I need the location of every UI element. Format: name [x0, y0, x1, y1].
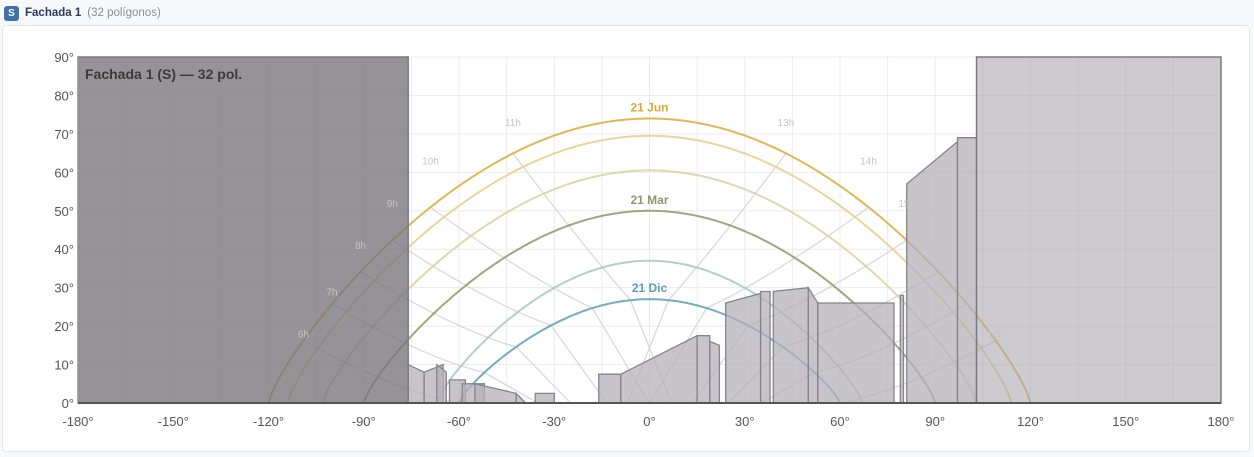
obstruction-polygon [817, 302, 895, 404]
y-tick-label: 10° [54, 358, 74, 373]
facade-title: Fachada 1 [25, 7, 82, 19]
chart-title: Fachada 1 (S) — 32 pol. [85, 66, 242, 82]
sun-path-chart: 21 Jun 21 Mar 21 Dic 6h 7h 8h 9h 10h 11h 13h 14h 1… [54, 50, 1234, 429]
x-tick-label: -150° [158, 414, 189, 429]
obstruction-polygon [709, 340, 721, 404]
y-tick-label: 30° [54, 281, 74, 296]
facade-blocked-regions [77, 56, 1222, 404]
obstruction-polygon [696, 335, 711, 404]
obstruction-polygon [725, 292, 762, 404]
obstruction-polygon [906, 140, 959, 404]
x-tick-label: -60° [447, 414, 471, 429]
facade-header: S Fachada 1 (32 polígonos) [4, 4, 161, 22]
x-tick-label: 150° [1112, 414, 1139, 429]
hour-label: 16h [930, 241, 947, 252]
hour-label: 10h [422, 157, 439, 168]
x-tick-label: -90° [352, 414, 376, 429]
hour-label: 13h [778, 118, 795, 129]
y-tick-label: 0° [62, 396, 74, 411]
hour-label: 11h [505, 118, 521, 129]
y-tick-label: 50° [54, 204, 74, 219]
hour-line [626, 152, 787, 404]
hour-label: 14h [860, 157, 877, 168]
obstruction-polygon [807, 285, 819, 404]
y-tick-label: 80° [54, 88, 74, 103]
hour-label: 8h [355, 241, 366, 252]
curve-label: 21 Jun [630, 101, 668, 115]
y-tick-label: 40° [54, 242, 74, 257]
y-tick-label: 70° [54, 127, 74, 142]
hour-line [649, 206, 869, 404]
obstruction-polygon [436, 363, 447, 404]
x-tick-label: 90° [925, 414, 945, 429]
x-tick-label: 60° [830, 414, 850, 429]
x-tick-label: 180° [1208, 414, 1235, 429]
hour-line [512, 152, 673, 404]
x-tick-label: 30° [735, 414, 755, 429]
sun-path-21-mar [362, 209, 937, 404]
x-tick-label: 120° [1017, 414, 1044, 429]
hour-line [391, 239, 608, 404]
hour-labels: 6h 7h 8h 9h 10h 11h 13h 14h 15h 16h 17h 18h [298, 118, 1004, 340]
obstruction-polygon [956, 137, 978, 404]
curve-labels: 21 Jun 21 Mar 21 Dic [630, 101, 668, 296]
x-tick-label: -120° [253, 414, 284, 429]
facade-blocked-region [975, 56, 1222, 404]
obstruction-polygon [899, 294, 905, 404]
obstruction-polygon [759, 290, 771, 404]
hour-label: 7h [326, 287, 337, 298]
curve-label: 21 Dic [632, 281, 668, 295]
hour-label: 9h [387, 199, 398, 210]
y-tick-label: 20° [54, 319, 74, 334]
x-tick-label: -180° [62, 414, 93, 429]
obstruction-polygon [772, 286, 809, 404]
hour-label: 18h [987, 330, 1004, 341]
obstruction-polygon [534, 392, 555, 404]
obstruction-polygon [598, 373, 622, 404]
sun-path-intermediate [321, 169, 978, 404]
y-tick-label: 60° [54, 165, 74, 180]
x-tick-label: 0° [643, 414, 655, 429]
obstruction-polygons [407, 137, 978, 404]
hour-label: 15h [898, 199, 915, 210]
axes: -180° -150° -120° -90° -60° -30° 0° 30° 60° 90° 12… [54, 50, 1234, 429]
curve-label: 21 Mar [630, 193, 668, 207]
polygon-count: (32 polígonos) [87, 7, 161, 19]
hour-label: 6h [298, 330, 309, 341]
x-tick-label: -30° [542, 414, 566, 429]
facade-blocked-region [77, 56, 409, 404]
hour-line [430, 206, 650, 404]
obstruction-polygon [407, 363, 425, 404]
hour-label: 17h [959, 287, 976, 298]
chart-panel: 21 Jun 21 Mar 21 Dic 6h 7h 8h 9h 10h 11h 13h 14h 1… [2, 25, 1250, 452]
facade-badge: S [4, 5, 19, 21]
y-tick-label: 90° [54, 50, 74, 65]
